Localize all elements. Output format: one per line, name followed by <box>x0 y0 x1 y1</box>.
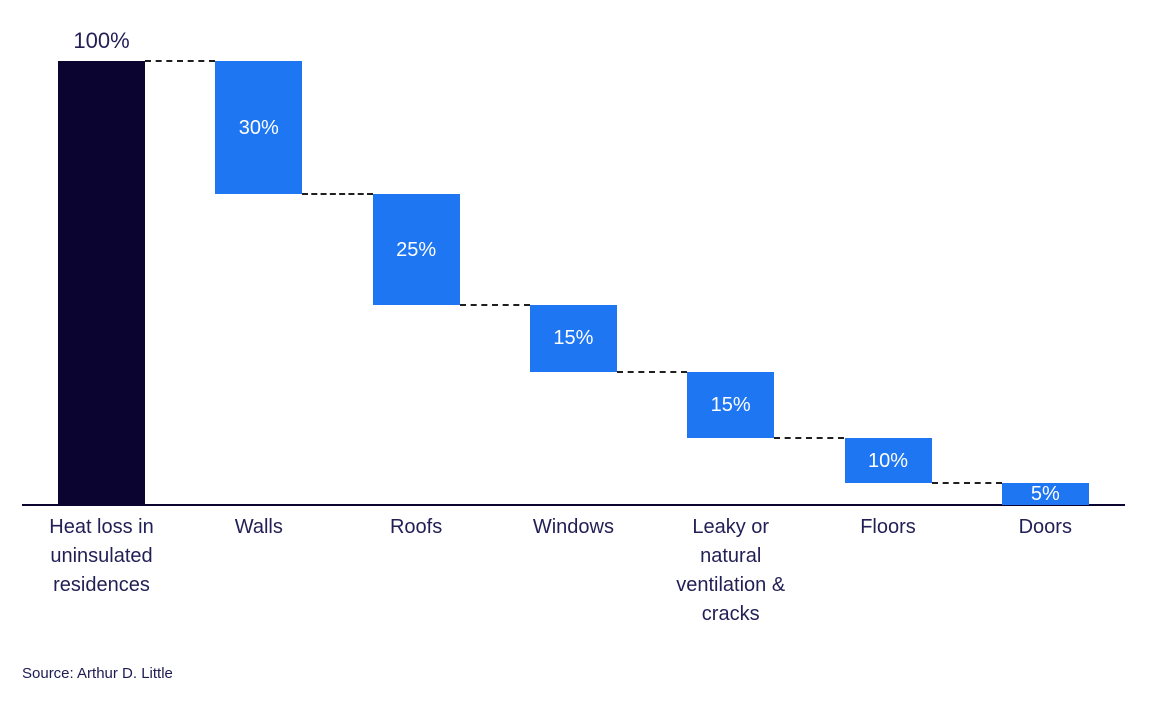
bar-value-label: 25% <box>396 238 437 261</box>
connector-line <box>145 60 216 62</box>
source-note: Source: Arthur D. Little <box>22 665 173 682</box>
category-label: Windows <box>532 516 614 538</box>
category-label: Floors <box>860 516 916 538</box>
bar-value-label: 15% <box>710 394 751 417</box>
bar-value-label: 100% <box>73 28 130 53</box>
bar-heat-loss-in <box>58 61 145 505</box>
category-label: Roofs <box>389 516 443 538</box>
category-label: Heat loss in uninsulated residences <box>49 516 154 596</box>
x-axis-line <box>22 504 1125 506</box>
bar-value-label: 30% <box>238 116 279 139</box>
connector-line <box>616 370 688 373</box>
category-label: Doors <box>1018 516 1072 538</box>
bar-floors: 10% <box>844 438 932 483</box>
connector-line <box>774 437 845 440</box>
bar-roofs: 25% <box>372 194 460 306</box>
category-label: Walls <box>234 516 283 538</box>
bar-leaky-or-natural: 15% <box>687 371 775 439</box>
connector-line <box>459 304 530 307</box>
bar-doors: 5% <box>1001 482 1089 505</box>
bar-walls: 30% <box>215 61 303 195</box>
connector-line <box>302 193 373 196</box>
category-label: Leaky or natural ventilation & cracks <box>676 516 786 625</box>
bar-windows: 15% <box>529 305 617 372</box>
bar-value-label: 15% <box>553 327 594 350</box>
bar-value-label: 5% <box>1030 482 1060 505</box>
bar-value-label: 10% <box>867 449 909 472</box>
connector-line <box>931 481 1002 484</box>
